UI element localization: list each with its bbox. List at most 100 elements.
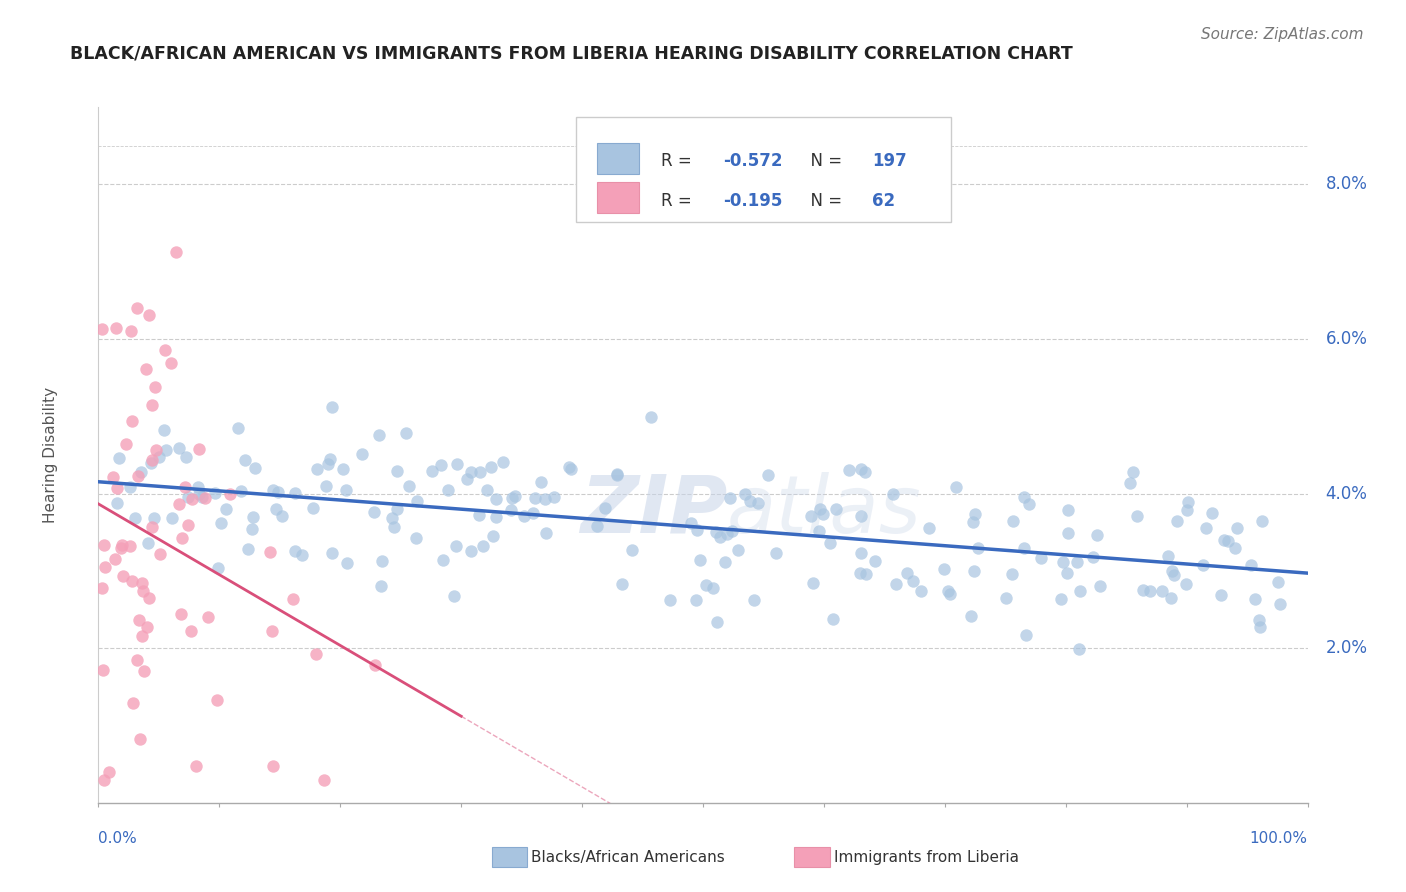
- Point: [1249, 613, 1271, 627]
- Point: [190, 490, 212, 504]
- Text: 2.0%: 2.0%: [1326, 640, 1368, 657]
- Point: [1014, 628, 1036, 642]
- Point: [994, 591, 1017, 605]
- Point: [536, 525, 558, 540]
- Point: [468, 465, 491, 479]
- Point: [446, 457, 468, 471]
- Point: [530, 475, 553, 489]
- Point: [727, 542, 749, 557]
- FancyBboxPatch shape: [596, 182, 638, 213]
- Point: [101, 470, 124, 484]
- Point: [1014, 490, 1036, 504]
- Point: [533, 491, 555, 506]
- Point: [734, 487, 756, 501]
- Point: [1066, 555, 1088, 569]
- Point: [143, 380, 166, 394]
- Point: [1212, 533, 1234, 548]
- Point: [153, 343, 176, 357]
- Point: [301, 500, 323, 515]
- Point: [290, 548, 312, 562]
- Point: [228, 421, 250, 435]
- Text: BLACK/AFRICAN AMERICAN VS IMMIGRANTS FROM LIBERIA HEARING DISABILITY CORRELATION: BLACK/AFRICAN AMERICAN VS IMMIGRANTS FRO…: [70, 45, 1073, 62]
- Point: [765, 546, 787, 560]
- FancyBboxPatch shape: [596, 143, 638, 174]
- Text: 62: 62: [872, 192, 896, 210]
- Point: [1139, 584, 1161, 599]
- Point: [702, 581, 724, 595]
- Point: [367, 427, 389, 442]
- Point: [606, 467, 628, 482]
- Text: -0.195: -0.195: [724, 192, 783, 210]
- Point: [197, 610, 219, 624]
- Point: [513, 508, 536, 523]
- Point: [851, 461, 873, 475]
- Point: [686, 523, 709, 537]
- Point: [188, 442, 211, 456]
- Point: [1150, 583, 1173, 598]
- Point: [169, 441, 191, 455]
- Point: [284, 543, 307, 558]
- Point: [468, 508, 491, 523]
- Point: [91, 582, 114, 596]
- Point: [689, 553, 711, 567]
- Point: [963, 564, 986, 578]
- Point: [849, 546, 872, 560]
- Point: [233, 453, 256, 467]
- Point: [1268, 597, 1291, 611]
- Point: [882, 487, 904, 501]
- Point: [129, 732, 152, 747]
- Point: [132, 584, 155, 599]
- Point: [965, 507, 987, 521]
- Point: [524, 491, 547, 505]
- Point: [165, 244, 187, 259]
- Point: [1081, 550, 1104, 565]
- Point: [153, 424, 176, 438]
- Point: [910, 583, 932, 598]
- Point: [801, 576, 824, 591]
- Point: [824, 502, 846, 516]
- Point: [395, 425, 418, 440]
- Point: [266, 485, 288, 500]
- Point: [160, 356, 183, 370]
- Point: [896, 566, 918, 580]
- Text: N =: N =: [800, 153, 846, 170]
- Text: 100.0%: 100.0%: [1250, 830, 1308, 846]
- Point: [704, 525, 727, 540]
- Point: [501, 491, 523, 506]
- Point: [194, 491, 217, 506]
- Point: [307, 462, 329, 476]
- Point: [820, 536, 842, 550]
- Point: [148, 450, 170, 465]
- Point: [321, 546, 343, 560]
- Point: [1085, 528, 1108, 542]
- Point: [314, 772, 336, 787]
- Point: [387, 464, 409, 478]
- Point: [262, 758, 284, 772]
- Point: [364, 657, 387, 672]
- Point: [242, 510, 264, 524]
- Point: [747, 496, 769, 510]
- Point: [503, 489, 526, 503]
- Point: [174, 450, 197, 465]
- Point: [585, 519, 607, 533]
- Point: [800, 508, 823, 523]
- Point: [855, 566, 877, 581]
- Point: [186, 759, 208, 773]
- Point: [170, 531, 193, 545]
- Point: [1001, 566, 1024, 581]
- Point: [121, 414, 143, 428]
- Point: [204, 486, 226, 500]
- Point: [485, 491, 508, 506]
- Point: [932, 562, 955, 576]
- Point: [129, 465, 152, 479]
- Point: [155, 442, 177, 457]
- Point: [104, 320, 127, 334]
- Point: [305, 647, 328, 661]
- Point: [863, 554, 886, 568]
- Text: Blacks/African Americans: Blacks/African Americans: [531, 850, 725, 864]
- Point: [543, 490, 565, 504]
- Point: [721, 524, 744, 538]
- Point: [1029, 551, 1052, 566]
- Point: [121, 324, 143, 338]
- Point: [143, 511, 166, 525]
